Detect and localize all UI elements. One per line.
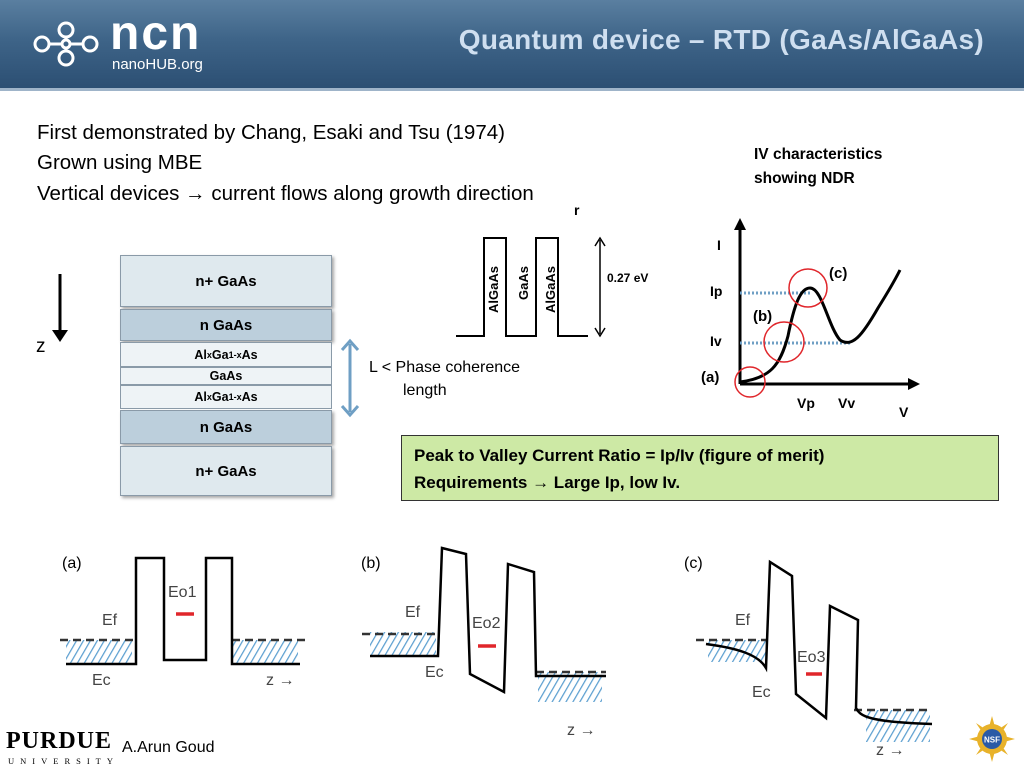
well-label: GaAs [516,266,531,300]
merit-line-2: Requirements → Large Ip, low Iv. [414,473,681,492]
z-axis-label: z [36,336,46,357]
figure-of-merit-box: Peak to Valley Current Ratio = Ip/Iv (fi… [401,435,999,501]
ip-label: Ip [710,283,723,299]
band-c-ec-label: Ec [752,684,771,701]
purdue-logo: PURDUE [6,728,112,754]
band-a-tag: (a) [62,555,82,572]
point-a-label: (a) [701,369,720,386]
layer-nplus-gaas-bottom: n+ GaAs [120,446,332,496]
header-bar [0,0,1024,88]
band-c-z-label: z → [876,742,905,759]
barrier-profile-diagram [456,236,606,338]
band-b-z-label: z → [567,722,596,739]
band-b-ef-label: Ef [405,604,421,621]
band-diagram-a [60,556,306,666]
band-b-eo-label: Eo2 [472,615,501,632]
iv-caption-line1: IV characteristics [754,146,883,163]
layer-nplus-gaas-top: n+ GaAs [120,255,332,307]
ncn-logo: ncn [110,7,202,60]
merit-line-1: Peak to Valley Current Ratio = Ip/Iv (fi… [414,446,825,465]
iv-caption-line2: showing NDR [754,170,855,187]
point-b-label: (b) [753,308,773,325]
molecule-logo-icon [33,21,99,67]
layer-n-gaas-top: n GaAs [120,309,332,341]
slide-title: Quantum device – RTD (GaAs/AlGaAs) [458,24,984,55]
band-a-eo-label: Eo1 [168,584,197,601]
coherence-length-arrow-icon [340,338,360,418]
band-diagram-b [362,546,606,702]
nanohub-link[interactable]: nanoHUB.org [112,56,203,73]
band-b-tag: (b) [361,555,381,572]
band-a-ec-label: Ec [92,672,111,689]
band-c-ef-label: Ef [735,612,751,629]
bullet-line-2: Grown using MBE [37,151,203,174]
bullet-line-1: First demonstrated by Chang, Esaki and T… [37,121,505,144]
layer-algaas-barrier-2: Al x Ga 1-x As [120,385,332,409]
band-b-ec-label: Ec [425,664,444,681]
z-direction-arrow-icon [52,274,68,342]
coherence-note-line2: length [403,382,447,399]
iv-characteristics-plot [734,218,920,398]
layer-gaas-well: GaAs [120,367,332,385]
layer-algaas-barrier-1: Al x Ga 1-x As [120,342,332,367]
barrier-height-label: 0.27 eV [607,271,649,285]
layer-n-gaas-bottom: n GaAs [120,410,332,444]
coherence-note-line1: L < Phase coherence [369,359,521,376]
nsf-badge-text: NSF [984,736,1000,745]
vv-label: Vv [838,395,856,411]
header-divider [0,88,1024,91]
barrier-top-mark: r [574,202,580,218]
purdue-logo-sub: UNIVERSITY [8,756,119,766]
iv-y-axis-label: I [717,237,721,253]
point-c-label: (c) [829,265,848,282]
iv-x-axis-label: V [899,404,909,420]
author-name: A.Arun Goud [122,739,215,756]
band-a-ef-label: Ef [102,612,118,629]
band-c-tag: (c) [684,555,703,572]
barrier-label-left: AlGaAs [486,266,501,313]
bullet-line-3: Vertical devices → current flows along g… [37,182,534,205]
band-c-eo-label: Eo3 [797,649,826,666]
barrier-label-right: AlGaAs [543,266,558,313]
iv-label: Iv [710,333,722,349]
band-diagram-c [696,559,933,742]
vp-label: Vp [797,395,815,411]
nsf-seal-icon: NSF [969,716,1015,762]
band-a-z-label: z → [266,672,295,689]
